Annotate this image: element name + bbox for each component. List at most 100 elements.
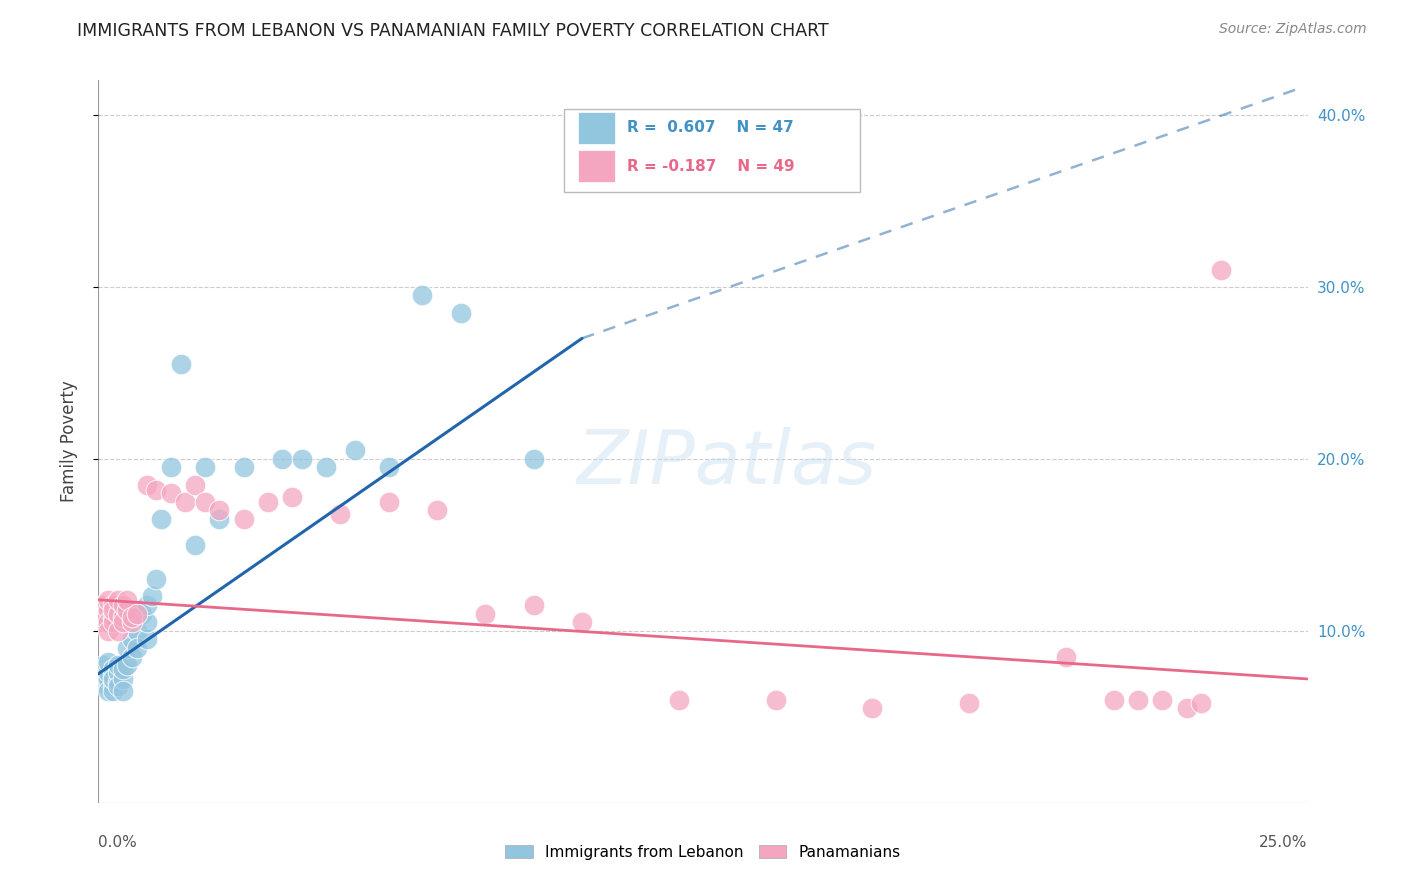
Point [97, 672, 120, 686]
Point [131, 607, 153, 621]
Point [101, 598, 124, 612]
Point [111, 615, 134, 630]
Point [135, 632, 157, 647]
Text: 25.0%: 25.0% [1260, 835, 1308, 850]
Point [184, 477, 207, 491]
Point [290, 451, 312, 466]
Text: 0.0%: 0.0% [98, 835, 138, 850]
Point [208, 503, 231, 517]
Point [91, 658, 114, 673]
Point [97, 665, 120, 679]
Point [135, 477, 157, 491]
Point [523, 451, 546, 466]
Point [194, 460, 217, 475]
Point [411, 288, 433, 302]
Point [91, 666, 114, 681]
Point [107, 592, 129, 607]
Point [1175, 701, 1198, 715]
Point [107, 675, 129, 690]
Point [281, 490, 304, 504]
Point [377, 494, 399, 508]
Point [121, 632, 143, 647]
Point [765, 692, 787, 706]
Text: ZIPatlas: ZIPatlas [576, 427, 877, 500]
FancyBboxPatch shape [564, 109, 860, 193]
Point [101, 684, 124, 698]
Point [426, 503, 449, 517]
Point [101, 662, 124, 676]
Point [91, 615, 114, 630]
Point [101, 615, 124, 630]
Point [91, 675, 114, 690]
Y-axis label: Family Poverty: Family Poverty [59, 381, 77, 502]
Point [121, 610, 143, 624]
Point [450, 305, 472, 319]
Point [135, 598, 157, 612]
Point [117, 592, 139, 607]
Point [208, 512, 231, 526]
Point [1189, 696, 1212, 710]
Point [160, 486, 183, 500]
Point [1054, 649, 1077, 664]
Point [101, 672, 124, 686]
Point [101, 603, 124, 617]
Point [174, 494, 197, 508]
Point [1128, 692, 1150, 706]
Point [97, 679, 120, 693]
Point [141, 590, 163, 604]
Point [1102, 692, 1125, 706]
Point [160, 460, 183, 475]
Point [97, 603, 120, 617]
Point [111, 672, 134, 686]
Point [571, 615, 593, 630]
Point [1152, 692, 1174, 706]
Point [127, 640, 149, 655]
Point [329, 507, 352, 521]
Point [150, 512, 173, 526]
Point [107, 607, 129, 621]
Point [145, 572, 167, 586]
Point [97, 655, 120, 669]
Point [315, 460, 337, 475]
Point [117, 658, 139, 673]
Point [101, 610, 124, 624]
Point [107, 665, 129, 679]
Point [127, 607, 149, 621]
Point [232, 460, 254, 475]
Point [107, 658, 129, 673]
Point [169, 357, 191, 371]
Text: IMMIGRANTS FROM LEBANON VS PANAMANIAN FAMILY POVERTY CORRELATION CHART: IMMIGRANTS FROM LEBANON VS PANAMANIAN FA… [77, 22, 830, 40]
Point [107, 679, 129, 693]
Point [957, 696, 980, 710]
Text: Source: ZipAtlas.com: Source: ZipAtlas.com [1219, 22, 1367, 37]
Point [101, 668, 124, 682]
Point [668, 692, 690, 706]
Point [91, 610, 114, 624]
Point [232, 512, 254, 526]
Point [107, 624, 129, 638]
Point [101, 679, 124, 693]
Point [121, 615, 143, 630]
Point [117, 603, 139, 617]
Point [111, 684, 134, 698]
Point [97, 592, 120, 607]
Point [97, 615, 120, 630]
Text: R =  0.607    N = 47: R = 0.607 N = 47 [627, 120, 793, 136]
FancyBboxPatch shape [578, 112, 614, 145]
Point [111, 598, 134, 612]
Legend: Immigrants from Lebanon, Panamanians: Immigrants from Lebanon, Panamanians [498, 837, 908, 867]
Point [145, 483, 167, 497]
Point [256, 494, 278, 508]
Point [377, 460, 399, 475]
Point [111, 610, 134, 624]
Point [474, 607, 496, 621]
Point [860, 701, 883, 715]
Point [194, 494, 217, 508]
Point [91, 598, 114, 612]
Point [121, 649, 143, 664]
Point [184, 538, 207, 552]
Point [97, 624, 120, 638]
Point [343, 443, 366, 458]
Point [117, 640, 139, 655]
Point [271, 451, 294, 466]
